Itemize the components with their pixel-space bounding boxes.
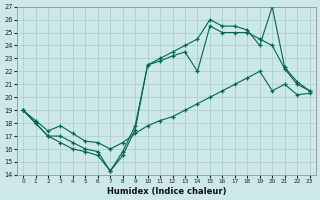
X-axis label: Humidex (Indice chaleur): Humidex (Indice chaleur) (107, 187, 226, 196)
